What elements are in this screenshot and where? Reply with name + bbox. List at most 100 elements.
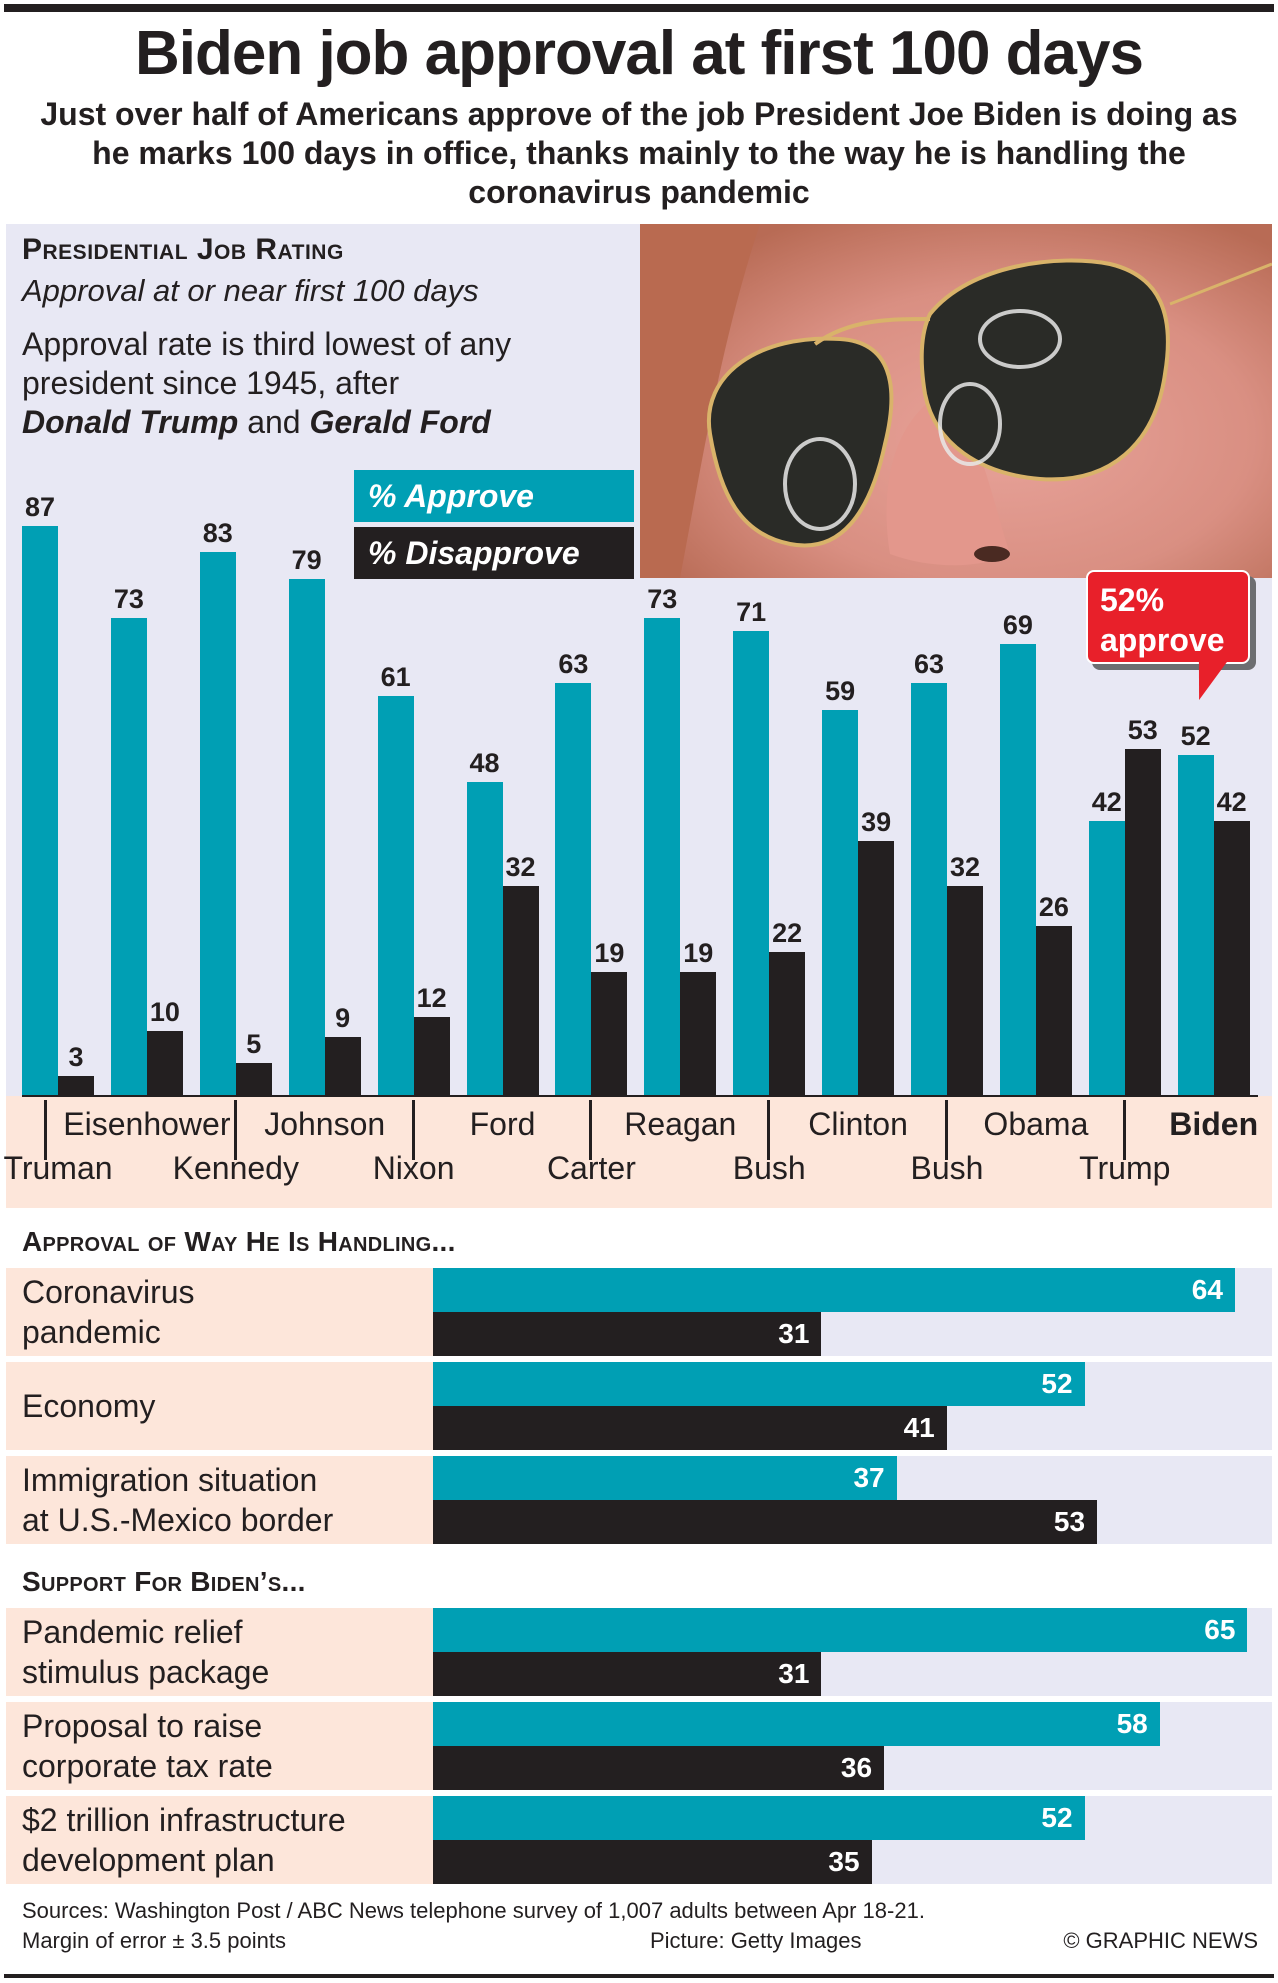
row-label-line1: Coronavirus [22, 1274, 195, 1310]
row-label: Immigration situation at U.S.-Mexico bord… [6, 1456, 433, 1544]
note-ford: Gerald Ford [309, 404, 491, 440]
biden-sunglasses-image [640, 224, 1272, 578]
disapprove-bar: 41 [433, 1406, 947, 1450]
disapprove-value-biden: 42 [1216, 786, 1247, 817]
sources-text: Sources: Washington Post / ABC News tele… [22, 1898, 925, 1923]
note-and: and [247, 404, 301, 440]
approve-value-clinton: 59 [825, 675, 856, 706]
disapprove-bar-carter [591, 971, 628, 1096]
row-label-line1: Economy [22, 1388, 156, 1424]
callout-value: 52% [1100, 582, 1165, 618]
approve-value-nixon: 61 [380, 662, 411, 693]
x-axis-tick [411, 1100, 415, 1160]
row-label: Coronavirus pandemic [6, 1268, 433, 1356]
disapprove-bar-bush [769, 951, 806, 1096]
right-lens [919, 258, 1170, 482]
x-axis-tick [1122, 1100, 1126, 1160]
disapprove-value-obama: 26 [1038, 891, 1069, 922]
x-axis-line [22, 1095, 1258, 1097]
disapprove-bar-clinton [858, 840, 895, 1096]
row-label: Proposal to raise corporate tax rate [6, 1702, 433, 1790]
approve-value-trump: 42 [1091, 786, 1122, 817]
row-label-line1: Proposal to raise [22, 1708, 263, 1744]
x-axis-tick [233, 1100, 237, 1160]
approve-value-carter: 63 [558, 649, 589, 680]
disapprove-bar: 31 [433, 1312, 822, 1356]
nose [886, 394, 1010, 566]
disapprove-value-kennedy: 5 [246, 1029, 262, 1060]
row-label: Pandemic relief stimulus package [6, 1608, 433, 1696]
approve-bar-obama [999, 644, 1036, 1096]
approve-value-biden: 52 [1180, 721, 1211, 752]
disapprove-value-bush: 22 [772, 917, 803, 948]
job-rating-note: Approval rate is third lowest of any pre… [22, 325, 582, 442]
biden-callout: 52% approve [1086, 570, 1250, 664]
approve-bar-trump [1088, 820, 1125, 1096]
approve-value-reagan: 73 [647, 583, 678, 614]
approve-bar-truman [22, 526, 58, 1096]
disapprove-bar-nixon [413, 1017, 450, 1096]
disapprove-bar-kennedy [235, 1063, 272, 1096]
approve-bar: 58 [433, 1702, 1160, 1746]
approve-bar: 64 [433, 1268, 1235, 1312]
x-label-biden: Biden [1169, 1106, 1259, 1142]
disapprove-value-truman: 3 [68, 1042, 84, 1073]
note-prefix: Approval rate is third lowest of any pre… [22, 326, 512, 401]
disapprove-value-clinton: 39 [861, 806, 892, 837]
approve-value-eisenhower: 73 [113, 583, 144, 614]
approve-bar-bush [911, 683, 947, 1096]
disapprove-value-eisenhower: 10 [149, 996, 180, 1027]
x-axis-tick [589, 1100, 593, 1160]
disapprove-bar-obama [1035, 925, 1072, 1096]
disapprove-bar-johnson [324, 1037, 361, 1096]
x-axis-tick [945, 1100, 948, 1160]
row-label-line1: $2 trillion infrastructure [22, 1802, 346, 1838]
top-rule [4, 4, 1274, 12]
callout-text: approve [1100, 622, 1225, 658]
approve-bar-reagan [644, 617, 681, 1096]
disapprove-bar-ford [502, 886, 539, 1096]
approve-bar-ford [466, 781, 503, 1096]
approve-value-kennedy: 83 [202, 518, 233, 549]
disapprove-bar: 35 [433, 1840, 872, 1884]
left-lens [706, 336, 894, 548]
approve-value-truman: 87 [24, 492, 56, 523]
approve-bar-biden [1177, 755, 1214, 1096]
row-label-line2: development plan [22, 1842, 275, 1878]
disapprove-bar: 53 [433, 1500, 1098, 1544]
approve-bar-bush [733, 630, 770, 1096]
row-label-line2: corporate tax rate [22, 1748, 273, 1784]
approve-bar: 52 [433, 1362, 1085, 1406]
disapprove-bar: 31 [433, 1652, 822, 1696]
x-label-johnson: Johnson [264, 1106, 386, 1142]
row-label-line1: Immigration situation [22, 1462, 318, 1498]
approve-value-bush: 71 [736, 596, 767, 627]
approve-bar-kennedy [199, 552, 236, 1096]
approve-bar-clinton [822, 709, 859, 1096]
disapprove-bar-biden [1213, 820, 1250, 1096]
approve-bar-johnson [288, 578, 325, 1096]
row-label-line2: stimulus package [22, 1654, 270, 1690]
approve-bar-carter [555, 683, 592, 1096]
approve-value-bush: 63 [913, 649, 945, 680]
disapprove-value-nixon: 12 [416, 983, 447, 1014]
x-label-ford: Ford [469, 1106, 536, 1142]
approve-value-johnson: 79 [291, 544, 322, 575]
support-heading: Support For Biden’s... [22, 1566, 306, 1597]
row-label-line1: Pandemic relief [22, 1614, 243, 1650]
page-title: Biden job approval at first 100 days [135, 19, 1144, 88]
disapprove-value-bush: 32 [949, 852, 981, 883]
x-label-eisenhower: Eisenhower [63, 1106, 231, 1142]
disapprove-value-ford: 32 [505, 852, 536, 883]
disapprove-value-trump: 53 [1127, 714, 1158, 745]
x-label-reagan: Reagan [624, 1106, 737, 1142]
disapprove-bar: 36 [433, 1746, 885, 1790]
picture-credit: Picture: Getty Images [650, 1928, 862, 1953]
x-axis-tick [767, 1100, 771, 1160]
job-rating-heading: Presidential Job Rating [22, 233, 344, 266]
disapprove-bar-bush [947, 886, 983, 1096]
row-label: $2 trillion infrastructure development pl… [6, 1796, 433, 1884]
note-trump: Donald Trump [22, 404, 239, 440]
row-label: Economy [6, 1362, 433, 1450]
page-subtitle: Just over half of Americans approve of t… [40, 96, 1238, 210]
